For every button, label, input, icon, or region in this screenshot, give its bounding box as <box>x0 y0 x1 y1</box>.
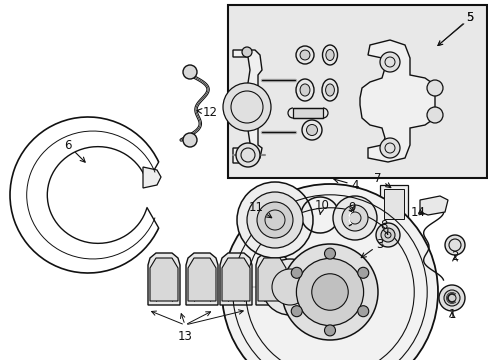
Ellipse shape <box>300 84 309 96</box>
Circle shape <box>237 182 312 258</box>
Circle shape <box>357 306 368 317</box>
Polygon shape <box>148 253 180 305</box>
Circle shape <box>291 267 302 278</box>
Polygon shape <box>256 253 287 305</box>
Polygon shape <box>220 253 251 305</box>
Text: 13: 13 <box>177 330 192 343</box>
Circle shape <box>438 285 464 311</box>
Circle shape <box>380 228 394 242</box>
Ellipse shape <box>300 50 309 60</box>
Polygon shape <box>359 40 434 162</box>
Circle shape <box>379 138 399 158</box>
Circle shape <box>242 47 251 57</box>
Circle shape <box>183 133 197 147</box>
Circle shape <box>262 259 317 315</box>
Text: 14: 14 <box>409 206 425 219</box>
Text: 4: 4 <box>333 178 358 192</box>
Circle shape <box>357 267 368 278</box>
Polygon shape <box>232 50 262 163</box>
Polygon shape <box>187 258 216 301</box>
Bar <box>227 5 486 178</box>
Circle shape <box>282 244 377 340</box>
Bar <box>379 185 407 223</box>
Text: 1: 1 <box>447 309 455 321</box>
Ellipse shape <box>325 84 334 96</box>
Ellipse shape <box>295 46 313 64</box>
Circle shape <box>379 52 399 72</box>
Bar <box>383 189 403 219</box>
Text: 3: 3 <box>361 238 383 258</box>
Ellipse shape <box>322 45 337 65</box>
Text: 5: 5 <box>466 10 473 23</box>
Circle shape <box>426 107 442 123</box>
Circle shape <box>324 248 335 259</box>
Circle shape <box>246 192 303 248</box>
Ellipse shape <box>321 79 337 101</box>
Ellipse shape <box>295 79 313 101</box>
Circle shape <box>332 196 376 240</box>
Circle shape <box>183 65 197 79</box>
Text: 6: 6 <box>64 139 85 162</box>
Circle shape <box>443 290 459 306</box>
Circle shape <box>375 223 399 247</box>
Text: 5: 5 <box>466 10 473 23</box>
Bar <box>292 108 323 118</box>
Circle shape <box>341 205 367 231</box>
Circle shape <box>236 143 260 167</box>
Polygon shape <box>258 258 285 301</box>
Text: 2: 2 <box>450 251 458 264</box>
Circle shape <box>444 235 464 255</box>
Circle shape <box>223 83 270 131</box>
Text: 11: 11 <box>248 201 271 218</box>
Text: 9: 9 <box>347 201 355 213</box>
Circle shape <box>222 184 437 360</box>
Circle shape <box>296 258 363 325</box>
Circle shape <box>426 80 442 96</box>
Polygon shape <box>150 258 178 301</box>
Ellipse shape <box>325 49 333 60</box>
Polygon shape <box>419 196 447 215</box>
Polygon shape <box>142 167 161 188</box>
Circle shape <box>257 202 292 238</box>
Circle shape <box>271 269 307 305</box>
Circle shape <box>311 274 347 310</box>
Polygon shape <box>185 253 218 305</box>
Polygon shape <box>222 258 249 301</box>
Text: 7: 7 <box>373 171 390 188</box>
Text: 8: 8 <box>380 219 387 234</box>
Ellipse shape <box>306 125 317 135</box>
Text: 12: 12 <box>197 105 217 118</box>
Circle shape <box>291 306 302 317</box>
Circle shape <box>324 325 335 336</box>
Ellipse shape <box>302 120 321 140</box>
Text: 10: 10 <box>314 198 329 215</box>
